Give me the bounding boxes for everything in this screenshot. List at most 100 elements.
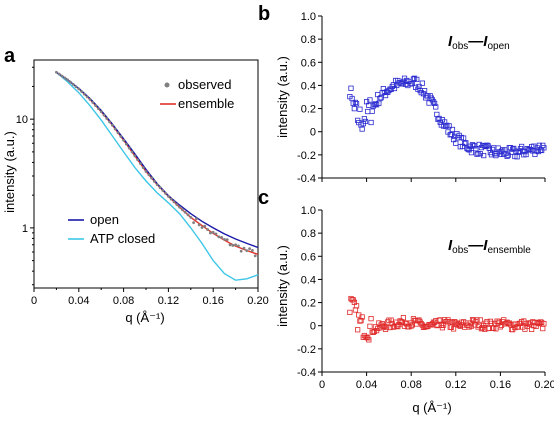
panel-b-point [352,99,359,106]
panel-a-observed-point [158,186,162,189]
panel-b-point [377,95,383,102]
panel-b-point [410,76,417,82]
panel-a-observed-point [181,208,184,212]
panel-a-observed-point [161,189,165,192]
panel-a-observed-point [63,76,67,80]
panel-a-observed-point [83,92,86,96]
panel-a-observed-point [113,127,117,131]
panel-a-xtick-label: 0.04 [68,295,89,307]
panel-b-point [477,151,483,157]
panel-c-xlabel: q (Å⁻¹) [412,400,451,415]
panel-b-point [357,106,363,112]
panel-a-xtick-label: 0 [31,295,37,307]
panel-c-point [359,314,365,320]
panel-a-observed-point [139,162,142,166]
panel-c-point [367,323,373,329]
panel-a-observed-point [108,120,111,124]
panel-b-point [468,150,475,156]
panel-a-observed-point [97,107,100,111]
panel-b-ytick-label: 0.6 [301,57,316,69]
panel-a-ylabel: intensity (a.u.) [2,131,17,213]
panel-a-observed-point [57,72,61,76]
panel-a-observed-point [237,244,240,248]
panel-a-observed-point [130,150,134,154]
legend-observed-marker [164,82,170,88]
panel-a-observed-point [206,228,210,231]
panel-b-point [359,126,365,132]
panel-b-ytick-label: 0.8 [301,34,316,46]
panel-b-point [380,86,386,92]
panel-c-xtick-label: 0.20 [534,379,554,391]
panel-c-ylabel: intensity (a.u.) [275,245,290,327]
legend-open-label: open [90,212,119,227]
panel-a-ytick-label: 10 [16,114,28,126]
panel-c-xtick-label: 0.12 [445,379,466,391]
panel-a-observed-point [153,179,156,183]
anno-b-sub2: open [487,41,509,52]
panel-c-point [540,325,546,332]
panel-a-observed-point [172,200,176,204]
panel-b-point [362,118,369,125]
panel-a-observed-point [141,166,145,169]
panel-b-point [414,76,420,83]
panel-a-observed-point [214,232,218,236]
panel-b-point [421,88,428,94]
panel-a-observed-point [186,213,190,217]
panel-b-point [433,104,439,110]
panel-a-observed-point [251,249,254,252]
panel-b-ytick-label: 1.0 [301,11,316,23]
panel-b: -0.4 -0.2 0 0.2 0.4 0.6 0.8 1.0 [297,11,547,185]
panel-a-xtick-label: 0.12 [158,295,179,307]
panel-a-observed-point [119,135,123,138]
panel-a-ytick-label: 1 [22,223,28,235]
panel-b-point [462,140,468,147]
panel-a-observed-point [192,221,196,225]
panel-b-point [481,152,487,159]
panel-a-observed-point [200,226,204,229]
panel-a-frame [33,59,259,289]
panel-a-observed-point [85,95,89,99]
panel-c-point [474,317,480,323]
svg-text:Iobs—Iensemble: Iobs—Iensemble [448,237,531,256]
panel-a-observed-point [99,110,103,114]
panel-c-point [400,315,406,321]
panel-label-c: c [258,187,269,209]
panel-b-ytick-label: 0.2 [301,104,316,116]
panel-b-point [474,151,480,157]
panel-b-point [463,140,469,146]
panel-a-observed-point [183,210,187,214]
panel-a-observed-point [231,244,235,247]
panel-c-ytick-label: -0.4 [297,367,316,379]
panel-c-ytick-label: 1.0 [301,205,316,217]
anno-b-I2: I [483,33,488,50]
panel-a-xtick-label: 0.16 [202,295,223,307]
panel-b-ytick-label: -0.4 [297,173,316,185]
panel-a: 0 0.04 0.08 0.12 0.16 0.20 1 10 observed ensemble… [16,59,269,307]
panel-a-observed-point [197,223,201,227]
panel-a-observed-point [125,142,128,146]
panel-c-point [355,327,361,333]
panel-b-ytick-label: -0.2 [297,150,316,162]
panel-a-observed-point [211,230,215,234]
panel-a-xtick-label: 0.20 [247,295,268,307]
anno-c-sub2: ensemble [487,245,531,256]
panel-b-point [516,148,522,155]
panel-b-ytick-label: 0 [310,127,316,139]
panel-b-point [365,108,371,115]
anno-b-sub1: obs [452,41,468,52]
legend-ensemble-label: ensemble [178,96,234,111]
panel-a-observed-point [234,243,238,247]
anno-c-dash: — [467,237,484,254]
panel-c-point [439,325,446,331]
panel-b-point [446,123,452,129]
panel-b-point [443,123,449,129]
svg-text:Iobs—Iopen: Iobs—Iopen [448,33,510,52]
panel-c-point [446,319,452,325]
panel-c-ytick-label: 0.2 [301,298,316,310]
panel-a-observed-point [80,90,83,93]
anno-b-I1: I [448,33,453,50]
panel-a-observed-point [253,254,257,258]
panel-c-xtick-label: 0 [319,379,325,391]
